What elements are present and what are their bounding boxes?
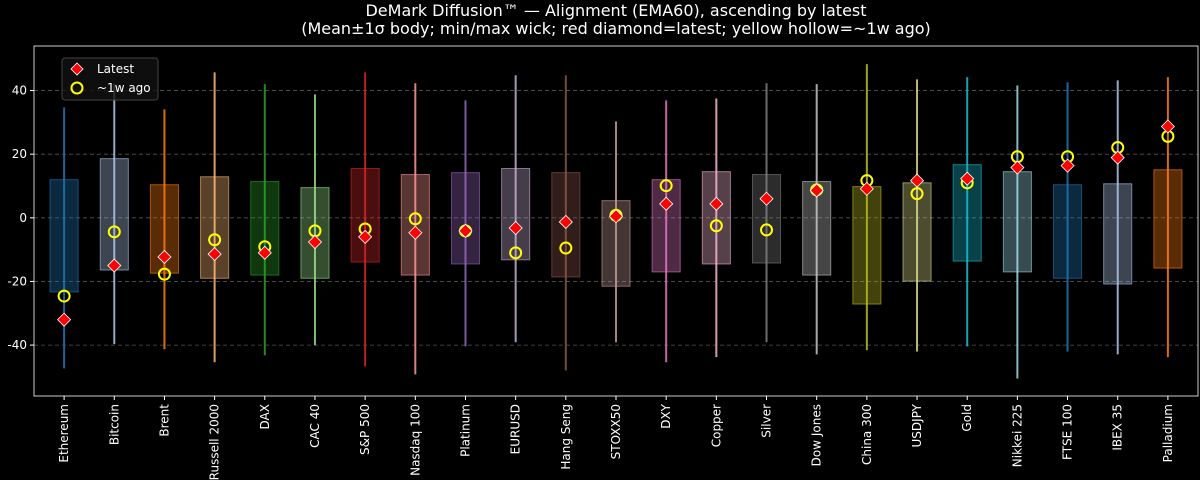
prev-marker [659, 179, 673, 193]
x-tick-label: Ethereum [57, 404, 71, 463]
x-tick-label: Silver [760, 404, 774, 438]
latest-marker [859, 181, 874, 196]
latest-marker [207, 247, 222, 262]
x-tick-label: Nasdaq 100 [408, 404, 422, 476]
chart-title: DeMark Diffusion™ — Alignment (EMA60), a… [365, 1, 866, 20]
latest-marker [1160, 119, 1175, 134]
latest-marker [458, 223, 473, 238]
y-tick-label: -40 [7, 338, 27, 352]
body [300, 187, 330, 279]
latest-marker [57, 312, 72, 327]
y-tick-label: 20 [12, 147, 27, 161]
body [1153, 169, 1183, 269]
latest-marker [960, 171, 975, 186]
latest-marker [358, 229, 373, 244]
prev-marker [408, 212, 422, 226]
latest-marker [307, 234, 323, 250]
latest-marker [257, 245, 272, 260]
legend: Latest ~1w ago [61, 57, 159, 101]
prev-marker [559, 241, 573, 255]
body [99, 158, 129, 271]
body [49, 179, 79, 293]
x-tick-label: Copper [709, 404, 723, 447]
x-tick-label: Nikkei 225 [1010, 404, 1024, 467]
x-tick-label: DXY [659, 403, 673, 428]
body [1103, 183, 1133, 285]
latest-marker [157, 249, 172, 265]
latest-marker [1010, 160, 1025, 175]
body [501, 168, 531, 261]
body [651, 179, 681, 273]
prev-marker [107, 225, 121, 239]
x-tick-label: S&P 500 [358, 404, 372, 455]
body [200, 176, 230, 279]
prev-marker [208, 233, 222, 247]
latest-marker [558, 214, 573, 230]
body [250, 181, 280, 276]
body [751, 174, 782, 264]
x-tick-label: Hang Seng [559, 404, 573, 470]
x-tick-label: USDJPY [910, 403, 924, 447]
latest-marker [709, 196, 724, 211]
latest-marker [809, 183, 824, 198]
body [1002, 171, 1032, 273]
latest-marker [408, 225, 423, 240]
y-tick-label: 0 [19, 211, 27, 225]
x-tick-label: Brent [157, 404, 171, 437]
x-tick-label: Palladium [1161, 404, 1175, 462]
x-tick-label: Gold [960, 404, 974, 432]
prev-marker [57, 289, 71, 303]
x-tick-label: Bitcoin [107, 404, 121, 445]
legend-marker [70, 62, 84, 76]
latest-marker [107, 258, 122, 273]
body [701, 171, 731, 265]
x-tick-label: FTSE 100 [1061, 404, 1075, 460]
x-tick-label: China 300 [860, 404, 874, 465]
latest-marker [608, 209, 624, 224]
x-tick-label: STOXX50 [609, 404, 623, 459]
x-tick-label: Platinum [458, 404, 472, 457]
x-tick-label: CAC 40 [308, 404, 322, 448]
x-tick-label: Russell 2000 [208, 404, 222, 480]
latest-marker [909, 173, 925, 188]
x-tick-label: Dow Jones [810, 404, 824, 466]
legend-box [61, 57, 159, 101]
plot-frame [33, 45, 1199, 397]
y-tick-label: 40 [12, 84, 27, 98]
body [852, 186, 882, 305]
y-tick-label: -20 [7, 274, 27, 288]
body [450, 172, 481, 265]
x-tick-label: EURUSD [509, 404, 523, 454]
prev-marker [760, 223, 774, 237]
prev-marker [910, 187, 924, 201]
prev-marker [509, 246, 523, 260]
legend-marker [70, 81, 84, 95]
body [902, 182, 932, 282]
latest-marker [759, 191, 774, 206]
x-tick-label: DAX [258, 404, 272, 429]
legend-label: Latest [97, 62, 134, 76]
latest-marker [1110, 150, 1125, 165]
latest-marker [1060, 158, 1075, 173]
legend-label: ~1w ago [97, 81, 151, 95]
body [551, 172, 581, 278]
latest-marker [659, 196, 674, 211]
chart-subtitle: (Mean±1σ body; min/max wick; red diamond… [301, 19, 931, 38]
prev-marker [157, 267, 171, 281]
prev-marker [709, 219, 723, 233]
x-tick-label: IBEX 35 [1111, 404, 1125, 451]
body [1053, 184, 1083, 279]
latest-marker [508, 220, 523, 236]
body [350, 168, 380, 263]
